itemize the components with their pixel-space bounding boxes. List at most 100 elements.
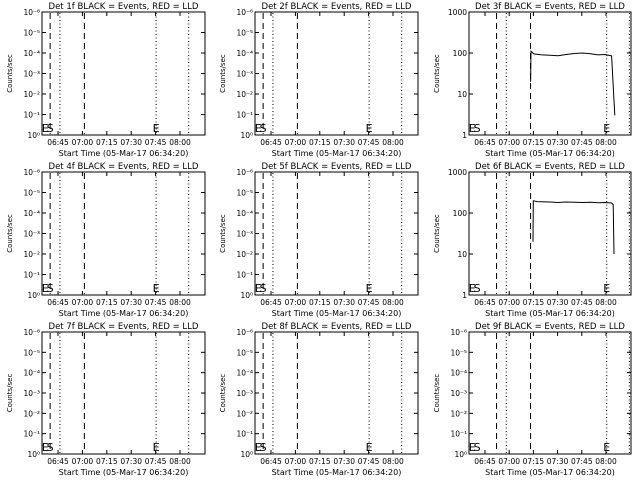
x-tick-label: 07:45 bbox=[145, 298, 167, 307]
y-tick-label: 1000 bbox=[448, 168, 467, 177]
x-tick-label: 08:00 bbox=[382, 298, 404, 307]
y-tick-label: 1 bbox=[462, 291, 467, 300]
x-tick-label: 07:00 bbox=[285, 138, 307, 147]
x-tick-label: 08:00 bbox=[595, 138, 617, 147]
x-tick-label: 07:15 bbox=[96, 138, 118, 147]
event-marker-label: E bbox=[366, 282, 373, 295]
y-tick-label: 10⁻⁶ bbox=[23, 328, 40, 337]
event-marker-label: E bbox=[366, 122, 373, 135]
x-tick-label: 08:00 bbox=[382, 457, 404, 466]
x-tick-label: 06:45 bbox=[47, 298, 69, 307]
x-tick-label: 07:30 bbox=[120, 457, 142, 466]
event-marker-label: S bbox=[47, 441, 54, 454]
y-tick-label: 10⁻² bbox=[236, 409, 253, 418]
x-tick-label: 07:15 bbox=[523, 138, 545, 147]
y-tick-label: 10⁻⁶ bbox=[236, 8, 253, 17]
y-tick-label: 1 bbox=[462, 131, 467, 140]
x-tick-label: 07:45 bbox=[571, 457, 593, 466]
x-axis-label: Start Time (05-Mar-17 06:34:20) bbox=[485, 149, 615, 158]
x-tick-label: 07:00 bbox=[72, 457, 94, 466]
event-marker-label: S bbox=[474, 282, 481, 295]
x-tick-label: 07:15 bbox=[523, 457, 545, 466]
y-tick-label: 10⁻¹ bbox=[236, 111, 253, 120]
y-tick-label: 10⁻⁵ bbox=[450, 348, 467, 357]
y-tick-label: 10⁻² bbox=[23, 409, 40, 418]
event-marker-label: E bbox=[603, 282, 610, 295]
panel-title: Det 3f BLACK = Events, RED = LLD bbox=[475, 2, 625, 12]
detector-panel-8: Det 8f BLACK = Events, RED = LLD 10⁻⁶ 10⁻⁵… bbox=[219, 322, 419, 477]
x-tick-label: 07:00 bbox=[498, 457, 520, 466]
x-tick-label: 06:45 bbox=[260, 457, 282, 466]
x-tick-label: 07:15 bbox=[96, 457, 118, 466]
y-axis-label: Counts/sec bbox=[6, 374, 14, 413]
y-axis-label: Counts/sec bbox=[6, 214, 14, 253]
y-tick-label: 10⁻¹ bbox=[23, 430, 40, 439]
y-tick-label: 10⁻¹ bbox=[236, 430, 253, 439]
detector-panel-9: Det 9f BLACK = Events, RED = LLD 10⁻⁶ 10⁻⁵… bbox=[433, 322, 632, 477]
event-marker-label: E bbox=[42, 282, 49, 295]
y-tick-label: 10 bbox=[457, 250, 467, 259]
event-marker-label: S bbox=[474, 122, 481, 135]
x-tick-label: 07:45 bbox=[145, 138, 167, 147]
plot-frame bbox=[254, 331, 419, 455]
y-axis-label: Counts/sec bbox=[219, 54, 227, 93]
y-tick-label: 10⁻⁵ bbox=[236, 348, 253, 357]
x-tick-label: 07:45 bbox=[358, 457, 380, 466]
y-tick-label: 10⁻³ bbox=[236, 230, 253, 239]
y-tick-label: 10⁰ bbox=[454, 450, 467, 459]
y-tick-label: 10⁻² bbox=[236, 250, 253, 259]
event-marker-label: E bbox=[366, 441, 373, 454]
y-tick-label: 10⁻⁴ bbox=[23, 209, 40, 218]
y-tick-label: 100 bbox=[453, 49, 468, 58]
y-tick-label: 10⁻⁴ bbox=[23, 369, 40, 378]
y-tick-label: 1000 bbox=[448, 8, 467, 17]
y-tick-label: 10⁻³ bbox=[236, 70, 253, 79]
y-tick-label: 10⁻⁵ bbox=[23, 189, 40, 198]
y-tick-label: 10⁻⁴ bbox=[236, 209, 253, 218]
event-marker-label: E bbox=[153, 122, 160, 135]
y-tick-label: 10⁻⁵ bbox=[236, 29, 253, 38]
x-tick-label: 06:45 bbox=[474, 138, 496, 147]
x-tick-label: 06:45 bbox=[47, 457, 69, 466]
event-marker-label: E bbox=[255, 122, 262, 135]
event-marker-label: S bbox=[47, 122, 54, 135]
y-tick-label: 10⁻³ bbox=[450, 389, 467, 398]
detector-panel-3: Det 3f BLACK = Events, RED = LLD 1000 100 1… bbox=[433, 2, 632, 158]
x-tick-label: 06:45 bbox=[47, 138, 69, 147]
y-tick-label: 10⁻⁶ bbox=[23, 168, 40, 177]
x-tick-label: 07:00 bbox=[285, 457, 307, 466]
x-tick-label: 07:30 bbox=[120, 138, 142, 147]
event-marker-label: S bbox=[260, 282, 267, 295]
x-tick-label: 08:00 bbox=[595, 457, 617, 466]
events-series-line bbox=[532, 200, 615, 255]
panel-title: Det 5f BLACK = Events, RED = LLD bbox=[262, 162, 412, 172]
event-marker-label: S bbox=[260, 122, 267, 135]
y-tick-label: 10⁻² bbox=[23, 250, 40, 259]
y-tick-label: 10 bbox=[457, 90, 467, 99]
x-tick-label: 08:00 bbox=[169, 457, 191, 466]
y-tick-label: 10⁻² bbox=[236, 90, 253, 99]
x-axis-label: Start Time (05-Mar-17 06:34:20) bbox=[59, 149, 189, 158]
y-tick-label: 10⁻³ bbox=[23, 389, 40, 398]
x-axis-label: Start Time (05-Mar-17 06:34:20) bbox=[272, 468, 402, 477]
plot-frame bbox=[41, 11, 206, 136]
y-tick-label: 10⁻⁴ bbox=[23, 49, 40, 58]
x-axis-label: Start Time (05-Mar-17 06:34:20) bbox=[59, 309, 189, 318]
event-marker-label: S bbox=[260, 441, 267, 454]
y-tick-label: 10⁰ bbox=[240, 131, 253, 140]
y-axis-label: Counts/sec bbox=[433, 214, 441, 253]
detector-panel-1: Det 1f BLACK = Events, RED = LLD 10⁻⁶ 10⁻⁵… bbox=[6, 2, 206, 158]
y-tick-label: 10⁻⁶ bbox=[23, 8, 40, 17]
y-tick-label: 10⁻¹ bbox=[236, 271, 253, 280]
y-axis-label: Counts/sec bbox=[433, 374, 441, 413]
y-tick-label: 10⁻² bbox=[450, 409, 467, 418]
panel-title: Det 8f BLACK = Events, RED = LLD bbox=[262, 322, 412, 332]
y-tick-label: 10⁻⁴ bbox=[236, 369, 253, 378]
detector-panel-4: Det 4f BLACK = Events, RED = LLD 10⁻⁶ 10⁻⁵… bbox=[6, 162, 206, 318]
y-tick-label: 10⁻¹ bbox=[23, 271, 40, 280]
y-tick-label: 10⁻⁶ bbox=[236, 328, 253, 337]
event-marker-label: E bbox=[469, 282, 476, 295]
x-tick-label: 07:30 bbox=[333, 298, 355, 307]
